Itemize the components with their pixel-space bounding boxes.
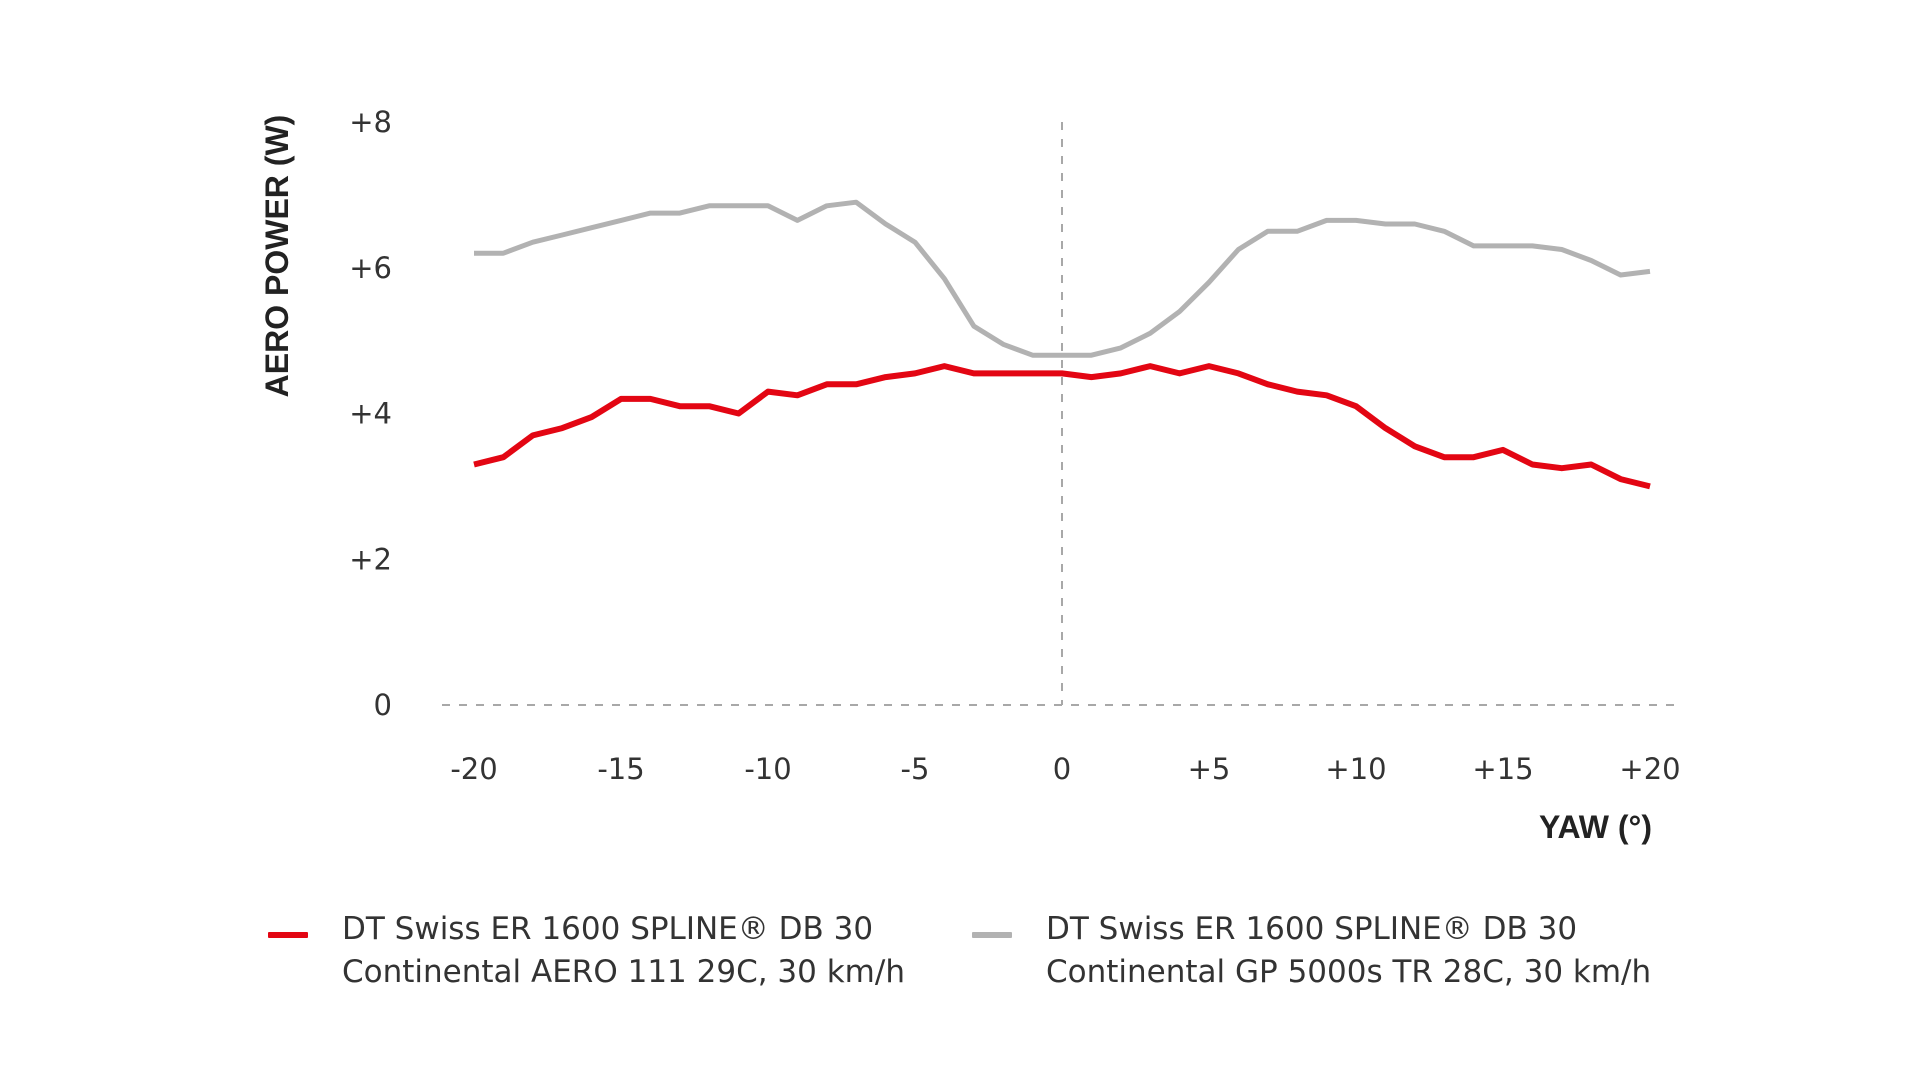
- legend-text: DT Swiss ER 1600 SPLINE® DB 30 Continent…: [1046, 908, 1651, 994]
- y-tick-label: +2: [349, 542, 392, 576]
- x-tick-label: +20: [1619, 752, 1680, 786]
- y-tick-label: 0: [374, 688, 392, 722]
- y-axis-ticks: 0 +2 +4 +6 +8: [349, 105, 392, 722]
- legend-line-2: Continental GP 5000s TR 28C, 30 km/h: [1046, 954, 1652, 990]
- legend-swatch-red: [268, 932, 308, 938]
- y-tick-label: +4: [349, 397, 392, 431]
- y-tick-label: +8: [349, 105, 392, 139]
- series-line-aero111: [473, 363, 1651, 490]
- legend-line-2: Continental AERO 111 29C, 30 km/h: [342, 954, 905, 990]
- x-tick-label: -10: [744, 752, 791, 786]
- series-group: [473, 199, 1651, 490]
- series-line-gp5000: [474, 199, 1651, 358]
- x-tick-label: +5: [1188, 752, 1231, 786]
- x-tick-label: -15: [597, 752, 644, 786]
- x-tick-label: 0: [1053, 752, 1071, 786]
- legend-swatch-grey: [972, 932, 1012, 938]
- x-axis-title: YAW (°): [1539, 809, 1652, 845]
- y-tick-label: +6: [349, 251, 392, 285]
- x-tick-label: +10: [1325, 752, 1386, 786]
- legend-item-aero111: DT Swiss ER 1600 SPLINE® DB 30 Continent…: [268, 908, 905, 994]
- x-tick-label: -20: [450, 752, 497, 786]
- legend-text: DT Swiss ER 1600 SPLINE® DB 30 Continent…: [342, 908, 905, 994]
- legend-line-1: DT Swiss ER 1600 SPLINE® DB 30: [342, 911, 874, 947]
- x-axis-ticks: -20 -15 -10 -5 0 +5 +10 +15 +20: [450, 752, 1680, 786]
- x-tick-label: +15: [1472, 752, 1533, 786]
- reference-lines: [442, 122, 1676, 706]
- legend-item-gp5000: DT Swiss ER 1600 SPLINE® DB 30 Continent…: [972, 908, 1651, 994]
- y-axis-title: AERO POWER (W): [259, 115, 295, 398]
- legend-line-1: DT Swiss ER 1600 SPLINE® DB 30: [1046, 911, 1578, 947]
- x-tick-label: -5: [901, 752, 930, 786]
